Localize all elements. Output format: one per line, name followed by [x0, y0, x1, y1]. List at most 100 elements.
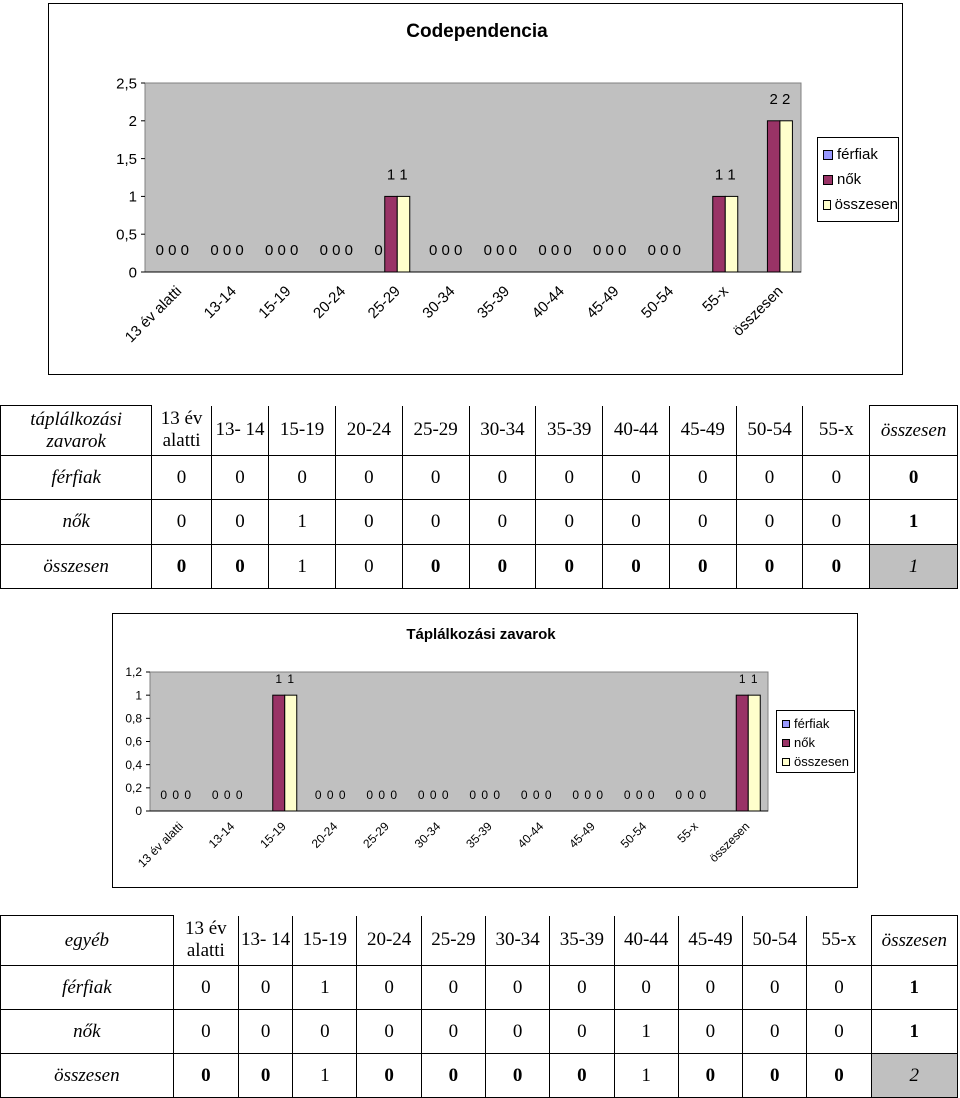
table-cell: 0 — [420, 965, 487, 1010]
table-cell: 0 — [484, 1053, 551, 1098]
data-label-series-nok: 0 — [533, 788, 540, 802]
chart-title: Codependencia — [406, 21, 548, 42]
table-cell: 0 — [806, 1009, 872, 1054]
table-cell: 0 — [401, 455, 470, 500]
x-tick-label: 25-29 — [360, 819, 392, 851]
table-cell: 0 — [210, 455, 270, 500]
data-label-series-ferfiak: 0 — [469, 788, 476, 802]
table-cell: 1 — [292, 965, 358, 1010]
y-tick-label: 1,2 — [125, 665, 142, 679]
data-label-series-osszesen: 0 — [673, 242, 681, 259]
data-label-series-ferfiak: 0 — [315, 788, 322, 802]
data-label-series-ferfiak: 0 — [320, 242, 328, 259]
data-label-series-nok: 0 — [551, 242, 559, 259]
table-cell: 0 — [468, 499, 537, 545]
y-tick-label: 0,5 — [116, 226, 137, 243]
col-header: 45-49 — [677, 915, 744, 966]
table-label-header: egyéb — [0, 915, 174, 966]
bar-series-osszesen — [284, 694, 298, 812]
table-cell: 0 — [268, 455, 336, 500]
x-tick-label: 30-34 — [419, 283, 458, 322]
col-header: 35-39 — [535, 405, 604, 456]
table-label-header: táplálkozási zavarok — [0, 405, 153, 456]
data-label-series-nok: 1 — [275, 672, 282, 686]
table-cell: 0 — [401, 544, 470, 589]
legend-swatch-ferfiak — [823, 149, 833, 160]
legend-label-osszesen: összesen — [834, 196, 898, 213]
row-label: nők — [0, 499, 153, 545]
data-label-series-ferfiak: 0 — [212, 788, 219, 802]
data-label-series-ferfiak: 0 — [648, 242, 656, 259]
data-label-series-osszesen: 0 — [236, 788, 243, 802]
x-tick-label: 13 év alatti — [135, 819, 186, 870]
y-tick-label: 0,2 — [125, 781, 142, 795]
table-cell: 0 — [420, 1053, 487, 1098]
table-cell: 0 — [535, 499, 604, 545]
x-tick-label: 50-54 — [618, 819, 650, 851]
data-label-series-ferfiak: 0 — [160, 788, 167, 802]
data-label-series-osszesen: 0 — [596, 788, 603, 802]
table-egyeb: egyéb 13 év alatti 13- 14 15-19 20-24 25… — [0, 915, 959, 1098]
table-cell: 0 — [468, 455, 537, 500]
x-tick-label: összesen — [730, 283, 787, 340]
bar-series-nok — [712, 195, 726, 273]
table-cell-total: 0 — [869, 455, 958, 500]
data-label-series-osszesen: 1 — [287, 672, 294, 686]
data-label-series-osszesen: 0 — [545, 788, 552, 802]
data-label-series-osszesen: 0 — [290, 242, 298, 259]
x-tick-label: 30-34 — [412, 819, 444, 851]
data-label-series-osszesen: 0 — [235, 242, 243, 259]
col-header: 15-19 — [268, 405, 336, 456]
table-cell: 0 — [172, 965, 239, 1010]
legend-swatch-nok — [823, 174, 833, 185]
legend-swatch-nok — [782, 738, 790, 747]
row-label: férfiak — [0, 455, 153, 500]
data-label-series-osszesen: 1 — [727, 166, 735, 183]
col-header: 20-24 — [356, 915, 422, 966]
data-label-series-nok: 1 — [715, 166, 723, 183]
data-label-series-nok: 0 — [660, 242, 668, 259]
legend-label-nok: nők — [837, 171, 862, 188]
data-label-series-ferfiak: 0 — [156, 242, 164, 259]
data-label-series-nok: 1 — [387, 166, 395, 183]
bar-series-nok — [766, 120, 781, 273]
y-tick-label: 2 — [129, 113, 137, 130]
legend-item-ferfiak: férfiak — [823, 142, 898, 167]
table-cell: 1 — [613, 1053, 679, 1098]
x-tick-label: 55-x — [674, 819, 700, 845]
table-cell: 0 — [237, 965, 294, 1010]
x-tick-label: 15-19 — [257, 819, 289, 851]
table-cell: 0 — [735, 455, 804, 500]
x-tick-label: 45-49 — [583, 283, 622, 322]
x-tick-label: 20-24 — [310, 283, 349, 322]
table-cell: 0 — [172, 1053, 239, 1098]
table-cell: 0 — [356, 1053, 422, 1098]
data-label-series-ferfiak: 0 — [538, 242, 546, 259]
bar-series-osszesen — [724, 195, 739, 273]
legend-swatch-ferfiak — [782, 719, 790, 728]
data-label-series-osszesen: 1 — [751, 672, 758, 686]
data-label-series-nok: 1 — [739, 672, 746, 686]
table-cell: 0 — [806, 1053, 872, 1098]
bar-series-nok — [735, 694, 749, 812]
col-header: 13- 14 — [210, 405, 270, 456]
data-label-series-osszesen: 0 — [493, 788, 500, 802]
table-row-ferfiak: férfiak 0 0 0 0 0 0 0 0 0 0 0 0 — [0, 455, 958, 500]
y-tick-label: 0 — [129, 264, 137, 281]
data-label-series-osszesen: 0 — [184, 788, 191, 802]
y-tick-label: 1 — [135, 688, 142, 702]
chart-taplalkozasi-legend: férfiak nők összesen — [776, 710, 855, 773]
table-cell: 0 — [742, 965, 808, 1010]
legend-label-ferfiak: férfiak — [794, 716, 830, 731]
table-cell: 0 — [735, 499, 804, 545]
table-cell-total: 1 — [870, 1009, 959, 1054]
y-tick-label: 1,5 — [116, 151, 137, 168]
legend-swatch-osszesen — [782, 757, 790, 766]
col-header: 13- 14 — [237, 915, 294, 966]
x-tick-label: 40-44 — [515, 819, 547, 851]
col-header: 45-49 — [668, 405, 737, 456]
x-tick-label: 13 év alatti — [122, 283, 185, 346]
col-header: 30-34 — [484, 915, 551, 966]
data-label-series-osszesen: 1 — [399, 166, 407, 183]
